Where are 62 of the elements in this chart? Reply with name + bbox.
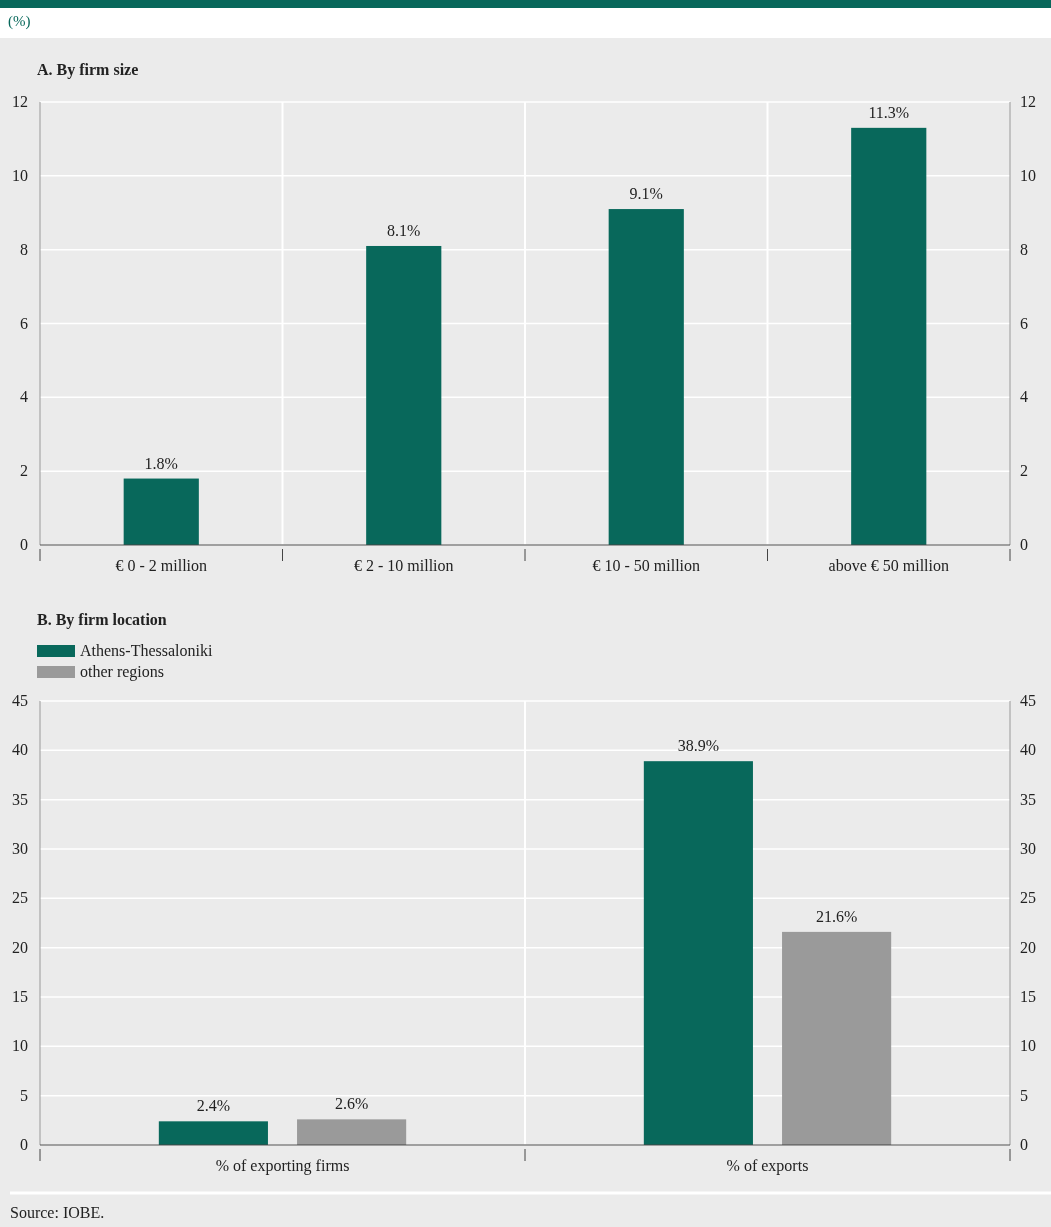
y2-tick-label: 10 xyxy=(1020,166,1036,184)
legend-label: other regions xyxy=(80,663,164,681)
chart-title: A. By firm size xyxy=(37,61,139,79)
bar xyxy=(782,931,892,1145)
y2-tick-label: 6 xyxy=(1020,314,1028,332)
bar xyxy=(608,209,684,545)
y-tick-label: 20 xyxy=(12,938,28,956)
y-tick-label: 0 xyxy=(20,1136,28,1153)
y2-tick-label: 5 xyxy=(1020,1086,1028,1104)
data-label: 1.8% xyxy=(144,454,178,472)
y-tick-label: 6 xyxy=(20,314,28,332)
y-tick-label: 0 xyxy=(20,536,28,553)
x-tick-label: € 0 - 2 million xyxy=(115,557,208,574)
y2-tick-label: 0 xyxy=(1020,1136,1028,1153)
data-label: 9.1% xyxy=(629,185,663,203)
y-tick-label: 4 xyxy=(20,388,28,406)
y2-tick-label: 2 xyxy=(1020,462,1028,480)
y-tick-label: 30 xyxy=(12,840,28,857)
y2-tick-label: 25 xyxy=(1020,889,1036,907)
data-label: 2.6% xyxy=(334,1095,369,1113)
y2-tick-label: 45 xyxy=(1020,692,1036,709)
bar xyxy=(851,127,927,545)
y2-tick-label: 10 xyxy=(1020,1037,1036,1055)
y2-tick-label: 20 xyxy=(1020,938,1036,956)
y2-tick-label: 30 xyxy=(1020,840,1036,857)
data-label: 38.9% xyxy=(677,737,720,755)
x-tick-label: % of exports xyxy=(726,1157,809,1175)
data-label: 21.6% xyxy=(815,907,858,925)
y2-tick-label: 15 xyxy=(1020,988,1036,1005)
y-tick-label: 10 xyxy=(12,1037,28,1055)
data-label: 2.4% xyxy=(196,1097,231,1115)
y2-tick-label: 0 xyxy=(1020,536,1028,553)
legend-label: Athens-Thessaloniki xyxy=(80,642,213,659)
y-tick-label: 10 xyxy=(12,166,28,184)
chart-subtitle: (%) xyxy=(8,13,31,30)
y2-tick-label: 8 xyxy=(1020,240,1028,258)
bar xyxy=(366,245,442,545)
chart-title: B. By firm location xyxy=(37,611,167,629)
bar xyxy=(297,1119,407,1145)
y2-tick-label: 40 xyxy=(1020,741,1036,759)
x-tick-label: % of exporting firms xyxy=(215,1157,350,1175)
y-tick-label: 2 xyxy=(20,462,28,480)
bar xyxy=(123,478,199,545)
y2-tick-label: 35 xyxy=(1020,790,1036,808)
bar xyxy=(158,1121,268,1145)
data-label: 8.1% xyxy=(387,221,421,239)
y2-tick-label: 4 xyxy=(1020,388,1028,406)
y-tick-label: 35 xyxy=(12,790,28,808)
y2-tick-label: 12 xyxy=(1020,93,1036,110)
y-tick-label: 5 xyxy=(20,1086,28,1104)
source-note: Source: IOBE. xyxy=(10,1204,105,1221)
y-tick-label: 15 xyxy=(12,988,28,1005)
bar xyxy=(643,761,753,1145)
y-tick-label: 12 xyxy=(12,93,28,110)
x-tick-label: above € 50 million xyxy=(828,557,949,574)
y-tick-label: 40 xyxy=(12,741,28,759)
y-tick-label: 45 xyxy=(12,692,28,709)
y-tick-label: 25 xyxy=(12,889,28,907)
x-tick-label: € 2 - 10 million xyxy=(353,557,454,574)
x-tick-label: € 10 - 50 million xyxy=(592,557,701,574)
data-label: 11.3% xyxy=(868,103,910,121)
y-tick-label: 8 xyxy=(20,240,28,258)
